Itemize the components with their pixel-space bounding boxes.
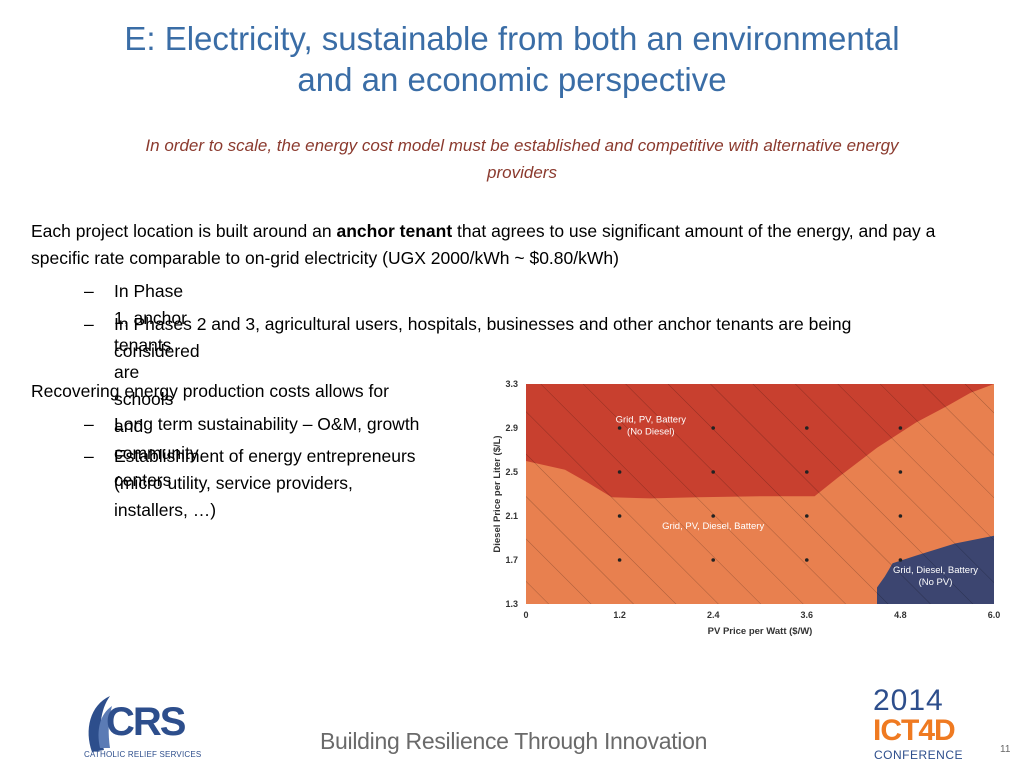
para-text-before: Each project location is built around an [31, 221, 337, 241]
subtitle-line-1: In order to scale, the energy cost model… [145, 136, 899, 155]
y-tick-label: 3.3 [505, 379, 518, 389]
chart-sample-point [617, 426, 622, 430]
y-tick-label: 2.9 [505, 423, 518, 433]
region-sublabel-0: (No Diesel) [627, 427, 675, 438]
chart-sample-point [898, 514, 903, 518]
chart-sample-point [711, 470, 715, 474]
x-tick-label: 0 [523, 610, 528, 620]
x-tick-label: 3.6 [801, 610, 814, 620]
chart-sample-point [711, 426, 715, 430]
chart-sample-point [617, 514, 622, 518]
title-line-1: E: Electricity, sustainable from both an… [124, 20, 900, 57]
chart-sample-point [805, 470, 809, 474]
region-label-1: Grid, PV, Diesel, Battery [662, 521, 764, 532]
crs-logo-word: CRS [106, 700, 186, 744]
bullet-dash: – [84, 314, 94, 334]
chart-sample-point [805, 426, 809, 430]
crs-logo-subtext: CATHOLIC RELIEF SERVICES [84, 750, 202, 759]
region-sublabel-2: (No PV) [919, 577, 953, 588]
chart-sample-point [805, 558, 809, 562]
slide-title: E: Electricity, sustainable from both an… [40, 18, 984, 100]
crs-logo-icon [88, 696, 112, 752]
x-tick-label: 4.8 [894, 610, 907, 620]
bullet-text: Long term sustainability – O&M, growth [114, 414, 420, 434]
bullet-text: (micro utility, service providers, [114, 473, 353, 493]
chart-sample-point [898, 426, 903, 430]
page-number: 11 [1000, 744, 1011, 755]
region-label-2: Grid, Diesel, Battery [893, 565, 978, 576]
chart-sample-point [898, 558, 903, 562]
bullet-dash: – [84, 281, 94, 301]
ict4d-year: 2014 [873, 684, 944, 717]
chart-sample-point [711, 558, 715, 562]
y-axis-label: Diesel Price per Liter ($/L) [492, 435, 503, 552]
subtitle-line-2: providers [487, 163, 557, 182]
ict4d-name: ICT4D [873, 714, 956, 747]
chart-sample-point [617, 558, 622, 562]
para-bold-anchor-tenant: anchor tenant [336, 221, 453, 241]
bullet-text: Establishment of energy entrepreneurs [114, 446, 416, 466]
bullet-text: considered [114, 341, 200, 361]
chart-sample-point [617, 470, 622, 474]
bullet-dash: – [84, 414, 94, 434]
para-text-after: that agrees to use significant amount of… [31, 221, 936, 268]
ict4d-conference: CONFERENCE [874, 748, 964, 762]
chart-axes: 0 1.2 2.4 3.6 4.8 6.0 3.3 2.9 2.5 2.1 1.7 1.3 PV Pri… [492, 379, 1000, 637]
x-tick-label: 2.4 [707, 610, 720, 620]
recovering-heading: Recovering energy production costs allow… [31, 381, 389, 401]
bullet-dash: – [84, 446, 94, 466]
chart-sample-point [898, 470, 903, 474]
y-tick-label: 2.5 [505, 467, 518, 477]
chart-sample-point [711, 514, 715, 518]
x-tick-label: 6.0 [988, 610, 1001, 620]
x-tick-label: 1.2 [613, 610, 626, 620]
y-tick-label: 1.3 [505, 599, 518, 609]
chart-hatch-overlay [526, 384, 994, 604]
region-label-0: Grid, PV, Battery [616, 415, 687, 426]
energy-optimal-system-chart: Grid, PV, Battery(No Diesel) Grid, PV, Di… [492, 379, 1000, 637]
x-axis-label: PV Price per Watt ($/W) [708, 626, 813, 637]
footer-tagline: Building Resilience Through Innovation [320, 728, 708, 754]
bullet-text: installers, …) [114, 500, 217, 520]
chart-sample-point [805, 514, 809, 518]
y-tick-label: 2.1 [505, 511, 518, 521]
chart-plot-area: Grid, PV, Battery(No Diesel) Grid, PV, Di… [526, 384, 994, 604]
bullet-text: In Phase 1, anchor tenants are schools a… [114, 281, 199, 490]
anchor-tenant-paragraph: Each project location is built around an… [31, 218, 991, 272]
bullet-text: In Phases 2 and 3, agricultural users, h… [114, 314, 852, 334]
y-tick-label: 1.7 [505, 555, 518, 565]
slide-subtitle: In order to scale, the energy cost model… [50, 132, 994, 186]
title-line-2: and an economic perspective [297, 61, 727, 98]
